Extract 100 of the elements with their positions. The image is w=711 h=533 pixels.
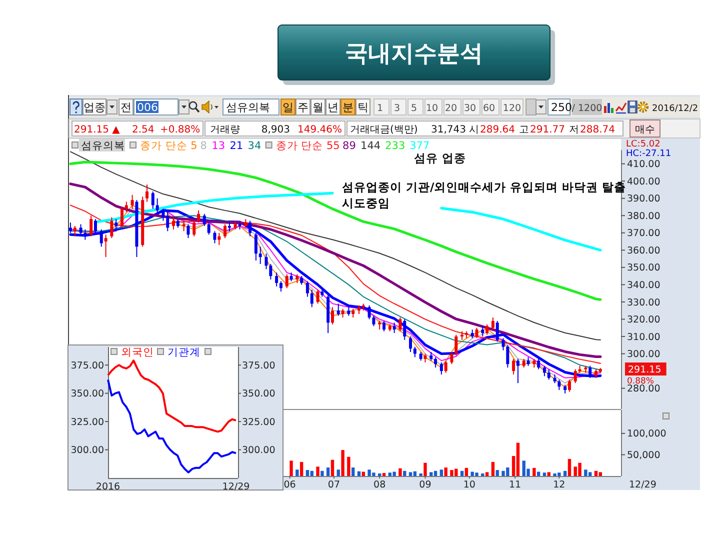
candlestick xyxy=(547,368,550,380)
text: 기관계 xyxy=(168,346,200,358)
candlestick xyxy=(218,232,221,246)
bar xyxy=(598,472,602,476)
bar xyxy=(290,460,293,476)
candlestick xyxy=(68,222,72,234)
y-tick-label: 400.00 xyxy=(627,176,660,188)
bar xyxy=(430,472,433,476)
candlestick xyxy=(186,224,190,239)
bar xyxy=(516,442,520,476)
candlestick xyxy=(192,220,196,237)
text: 매수 xyxy=(635,124,655,136)
bar xyxy=(341,450,344,476)
annotation: 섬유업종이 기관/외인매수세가 유입되며 바닥권 탈출 시도중임 xyxy=(342,180,626,210)
bar xyxy=(460,470,464,476)
y-tick-label: 100,000 xyxy=(627,428,666,440)
x-tick-label: 12 xyxy=(553,480,566,490)
bar xyxy=(578,462,582,476)
x-tick-label: 2016 xyxy=(96,482,120,492)
candlestick xyxy=(248,220,252,237)
candlestick xyxy=(146,184,149,202)
chart-title: 섬유 업종 xyxy=(414,151,466,165)
candlestick xyxy=(213,230,216,244)
bar xyxy=(398,468,402,476)
text: 89 xyxy=(342,140,356,152)
bar xyxy=(547,472,550,476)
candlestick xyxy=(306,280,309,298)
bar xyxy=(316,466,320,476)
bar xyxy=(351,467,355,476)
candlestick xyxy=(275,272,278,287)
candlestick xyxy=(475,327,478,339)
candlestick xyxy=(444,360,448,374)
text: 고 xyxy=(519,124,529,136)
line-series xyxy=(107,378,237,474)
y2-tick-label: 325.00 xyxy=(242,416,276,428)
bar xyxy=(485,472,489,476)
bar xyxy=(357,471,361,476)
bar xyxy=(464,468,468,476)
candlestick xyxy=(568,379,571,392)
text: 1 3 5 10 20 30 60 120 xyxy=(376,103,522,114)
bar xyxy=(347,456,350,476)
candlestick xyxy=(496,320,499,342)
y-tick-label: 280.00 xyxy=(627,384,660,395)
candlestick xyxy=(440,362,443,375)
text: 250 xyxy=(551,101,572,114)
bar xyxy=(326,467,330,476)
y-tick-label: 50,000 xyxy=(627,450,660,462)
bar xyxy=(330,460,334,476)
candlestick xyxy=(182,220,186,232)
legend-title: 섬유의복 xyxy=(81,140,125,152)
y-tick-label: 375.00 xyxy=(70,360,104,372)
candlestick xyxy=(279,280,282,292)
candlestick xyxy=(434,356,438,368)
bar xyxy=(424,462,427,476)
y-tick-label: 340.00 xyxy=(627,280,660,292)
text: 거래량 xyxy=(210,124,240,136)
candlestick xyxy=(486,324,489,336)
text: 288.74 xyxy=(580,124,615,136)
candlestick xyxy=(558,379,561,391)
candlestick xyxy=(502,338,505,351)
bar xyxy=(408,472,412,476)
candlestick xyxy=(316,289,320,304)
candlestick xyxy=(392,322,396,334)
candlestick xyxy=(506,344,510,368)
text: 006 xyxy=(137,101,158,114)
bar xyxy=(320,470,324,476)
candlestick xyxy=(172,216,176,230)
bar xyxy=(481,473,484,476)
candlestick xyxy=(120,206,124,228)
candlestick xyxy=(398,316,402,332)
candlestick xyxy=(94,218,97,234)
candlestick xyxy=(269,263,272,280)
x-tick-label: 12/29 xyxy=(222,482,250,492)
bar xyxy=(413,471,417,476)
candlestick xyxy=(516,358,520,384)
text: 종가 단순 55 xyxy=(276,140,340,152)
x-tick-label: 06 xyxy=(284,480,296,490)
bar xyxy=(496,470,499,476)
candlestick xyxy=(330,306,334,325)
candlestick xyxy=(73,225,76,237)
text: 13 xyxy=(212,140,226,152)
bar xyxy=(419,473,422,476)
candlestick xyxy=(90,215,93,237)
y-tick-label: 350.00 xyxy=(70,388,104,400)
text: 377 xyxy=(410,140,430,152)
candlestick xyxy=(114,218,118,230)
text: 149.46% xyxy=(298,124,342,136)
line-series xyxy=(107,360,237,433)
bar xyxy=(392,472,396,476)
y-tick-label: 300.00 xyxy=(627,349,660,360)
bar xyxy=(588,472,592,476)
bar xyxy=(536,472,540,476)
line-series xyxy=(69,182,602,358)
y-tick-label: 350.00 xyxy=(627,262,660,274)
x-tick-label: 08 xyxy=(374,480,386,490)
candlestick xyxy=(512,358,516,375)
bar xyxy=(491,462,495,476)
candlestick xyxy=(481,326,484,337)
bar xyxy=(362,472,365,476)
text: 233 xyxy=(385,140,406,152)
